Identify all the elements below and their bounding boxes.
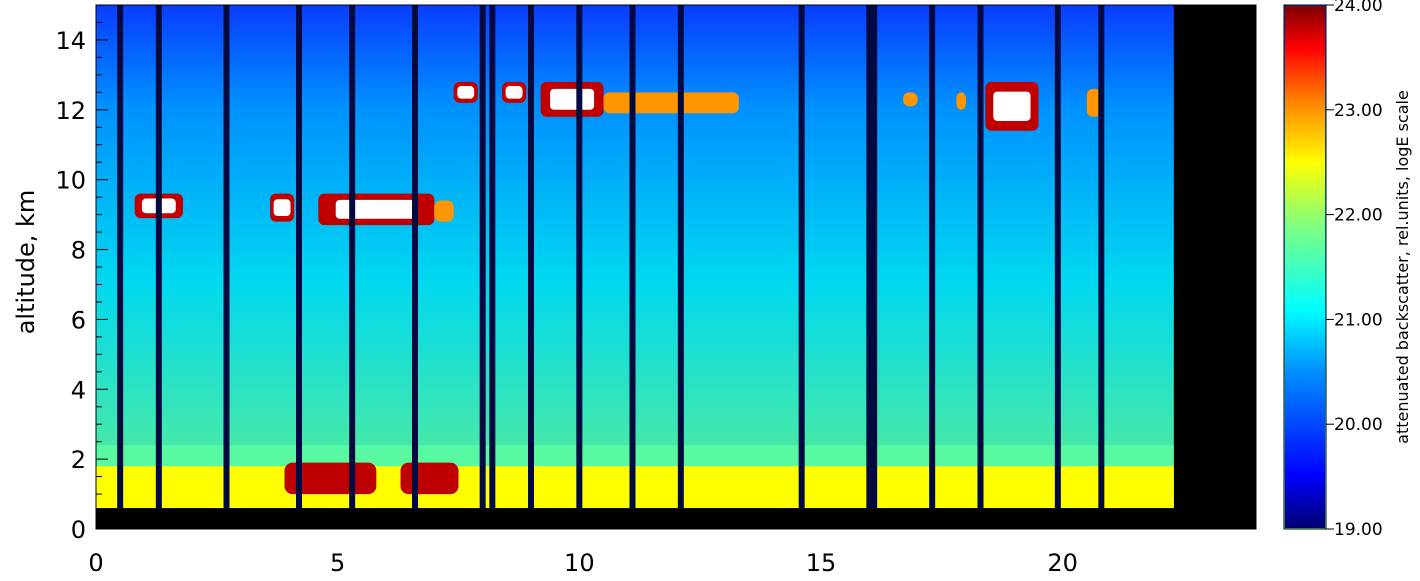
aerosol-layer [400,462,459,495]
signal-gap [677,5,684,509]
signal-gap [798,5,805,509]
signal-gap [489,5,496,509]
y-tick-label: 0 [71,516,86,544]
y-axis-title: altitude, km [12,190,40,335]
x-tick-label: 15 [806,549,837,577]
signal-gap [871,5,878,509]
colorbar-tick-label: 19.00 [1334,520,1383,540]
cloud-core [457,86,475,99]
signal-gap [528,5,534,509]
colorbar-tick-label: 24.00 [1334,0,1383,16]
y-axis: 0 2 4 6 8 10 12 14 [55,21,108,544]
colorbar-tick-label: 23.00 [1334,101,1383,121]
y-tick-label: 6 [71,306,86,334]
cloud-core [273,199,291,216]
x-tick-label: 10 [564,549,595,577]
signal-gap [349,5,356,509]
y-tick-label: 8 [71,237,86,265]
colorbar-tick-label: 21.00 [1334,310,1383,330]
cloud-layer [1086,88,1102,117]
colorbar-fill [1285,6,1325,528]
x-tick-label: 0 [88,549,103,577]
x-tick-label: 20 [1047,549,1078,577]
colorbar-tick-label: 22.00 [1334,206,1383,226]
y-tick-label: 2 [71,446,86,474]
signal-gap [1098,5,1105,509]
cloud-layer [956,92,966,110]
signal-gap [223,5,230,509]
x-tick-label: 5 [330,549,345,577]
signal-gap [576,5,583,509]
signal-gap [866,5,873,509]
colorbar-title: attenuated backscatter, rel.units, logE … [1393,90,1412,444]
plot-area [96,5,1256,529]
signal-gap [296,5,302,509]
signal-gap [977,5,984,509]
x-axis: 0 5 10 15 20 [88,519,1078,577]
signal-gap [412,5,418,509]
y-tick-label: 4 [71,376,86,404]
signal-gap [629,5,636,509]
y-tick-label: 14 [55,27,86,55]
signal-gap [117,5,124,509]
colorbar-tick-label: 20.00 [1334,415,1383,435]
cloud-layer [603,92,739,114]
colorbar-ticks: 19.00 20.00 21.00 22.00 23.00 24.00 [1326,0,1383,540]
cloud-layer [434,200,454,222]
cloud-core [335,199,417,219]
signal-gap [929,5,936,509]
cloud-core [505,86,523,99]
cloud-layer [903,92,918,107]
signal-gap [1054,5,1061,509]
cloud-core [993,91,1031,121]
signal-gap [155,5,162,509]
signal-gap [479,5,486,509]
y-tick-label: 12 [55,97,86,125]
y-tick-label: 10 [55,167,86,195]
cloud-core [550,88,595,110]
